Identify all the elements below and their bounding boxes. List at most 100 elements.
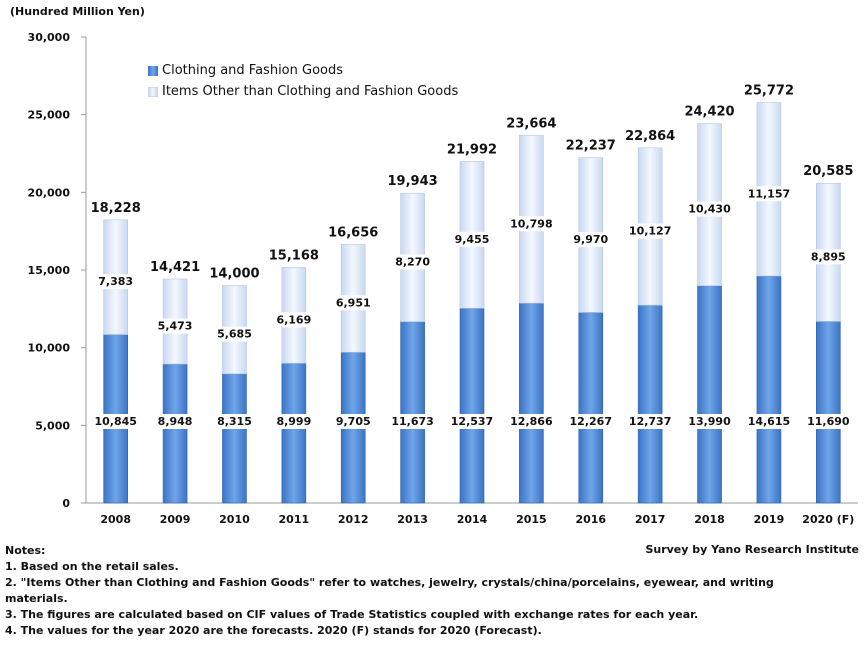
data-label-box [272, 414, 315, 429]
data-label-box [154, 414, 197, 429]
data-label-box [332, 295, 375, 311]
data-label-other: 8,270 [395, 255, 430, 268]
x-tick-label: 2019 [754, 513, 785, 526]
data-label-other: 6,169 [276, 313, 311, 326]
bar-segment-clothing [578, 312, 604, 504]
bar-segment-clothing [637, 304, 663, 504]
data-label-other: 5,685 [217, 328, 252, 341]
data-label-clothing: 11,690 [807, 415, 850, 428]
data-label-box [451, 414, 493, 429]
bar-segment-clothing [816, 321, 841, 504]
bar-segment-clothing [519, 302, 544, 504]
data-label-box [272, 312, 315, 328]
data-label-total: 22,864 [625, 129, 675, 144]
data-label-box [391, 414, 434, 429]
x-tick-label: 2018 [694, 513, 725, 526]
y-tick-label: 20,000 [28, 186, 71, 199]
data-label-box [94, 274, 137, 290]
data-label-box [391, 254, 434, 270]
x-tick-label: 2012 [338, 513, 369, 526]
chart-legend: Clothing and Fashion Goods Items Other t… [148, 60, 458, 102]
data-label-clothing: 8,315 [217, 415, 252, 428]
data-label-box [747, 414, 790, 429]
note-line: 1. Based on the retail sales. [5, 560, 179, 573]
source-credit: Survey by Yano Research Institute [645, 543, 859, 556]
bar-segment-clothing [697, 285, 722, 504]
y-tick-label: 5,000 [35, 419, 70, 432]
x-tick-label: 2011 [279, 513, 310, 526]
data-label-box [569, 232, 612, 248]
bar-segment-clothing [400, 321, 425, 504]
data-label-clothing: 10,845 [94, 415, 136, 428]
data-label-other: 11,157 [748, 187, 790, 200]
data-label-box [807, 249, 850, 265]
data-label-total: 16,656 [328, 225, 378, 240]
y-tick-label: 25,000 [28, 109, 71, 122]
data-label-total: 20,585 [803, 164, 853, 179]
data-label-other: 10,127 [629, 224, 671, 237]
data-label-box [213, 326, 256, 342]
data-label-clothing: 12,866 [510, 415, 553, 428]
data-label-other: 5,473 [158, 320, 193, 333]
data-label-clothing: 8,999 [276, 415, 311, 428]
y-tick-label: 0 [62, 497, 70, 510]
data-label-total: 14,421 [150, 260, 200, 275]
data-label-total: 19,943 [388, 174, 438, 189]
data-label-box [807, 414, 850, 429]
data-label-clothing: 9,705 [336, 415, 371, 428]
data-label-box [688, 201, 731, 217]
data-label-other: 7,383 [98, 275, 133, 288]
data-label-total: 25,772 [744, 84, 794, 99]
data-label-other: 10,798 [510, 217, 552, 230]
data-label-box [747, 186, 790, 202]
data-label-clothing: 14,615 [748, 415, 790, 428]
data-label-clothing: 12,267 [570, 415, 612, 428]
legend-swatch-clothing [148, 65, 158, 76]
data-label-clothing: 11,673 [391, 415, 433, 428]
y-axis-unit-label: (Hundred Million Yen) [10, 5, 145, 18]
data-label-box [94, 414, 137, 429]
data-label-clothing: 13,990 [688, 415, 731, 428]
bar-segment-clothing [459, 307, 485, 504]
x-tick-label: 2017 [635, 513, 666, 526]
x-tick-label: 2008 [100, 513, 131, 526]
data-label-total: 23,664 [506, 116, 556, 131]
data-label-other: 6,951 [336, 296, 371, 309]
data-label-total: 14,000 [209, 267, 259, 282]
data-label-other: 8,895 [811, 250, 846, 263]
y-tick-label: 10,000 [28, 342, 71, 355]
bar-segment-clothing [281, 362, 307, 504]
data-label-box [451, 231, 493, 247]
data-label-box [629, 414, 672, 429]
data-label-box [688, 414, 731, 429]
data-label-box [510, 414, 553, 429]
bar-segment-clothing [222, 373, 247, 504]
x-tick-label: 2010 [219, 513, 250, 526]
data-label-clothing: 8,948 [158, 415, 193, 428]
note-line: 4. The values for the year 2020 are the … [5, 624, 542, 637]
data-label-other: 9,970 [573, 233, 608, 246]
legend-item-other: Items Other than Clothing and Fashion Go… [148, 81, 458, 102]
legend-label-clothing: Clothing and Fashion Goods [162, 63, 344, 78]
data-label-total: 22,237 [566, 139, 616, 154]
legend-item-clothing: Clothing and Fashion Goods [148, 60, 458, 81]
data-label-other: 10,430 [688, 203, 731, 216]
bar-segment-clothing [756, 275, 782, 504]
data-label-box [213, 414, 256, 429]
data-label-box [332, 414, 375, 429]
notes-section: Notes: 1. Based on the retail sales. 2. … [5, 543, 860, 639]
data-label-total: 15,168 [269, 248, 319, 263]
y-tick-label: 15,000 [28, 264, 71, 277]
data-label-clothing: 12,537 [451, 415, 493, 428]
data-label-clothing: 12,737 [629, 415, 671, 428]
data-label-box [154, 318, 197, 334]
notes-heading: Notes: [5, 544, 46, 557]
data-label-box [629, 223, 672, 239]
legend-swatch-other [148, 86, 158, 97]
x-tick-label: 2009 [160, 513, 191, 526]
data-label-total: 18,228 [91, 201, 141, 216]
bar-segment-clothing [162, 363, 188, 504]
data-label-box [569, 414, 612, 429]
x-tick-label: 2020 (F) [802, 513, 854, 526]
data-label-box [510, 216, 553, 232]
